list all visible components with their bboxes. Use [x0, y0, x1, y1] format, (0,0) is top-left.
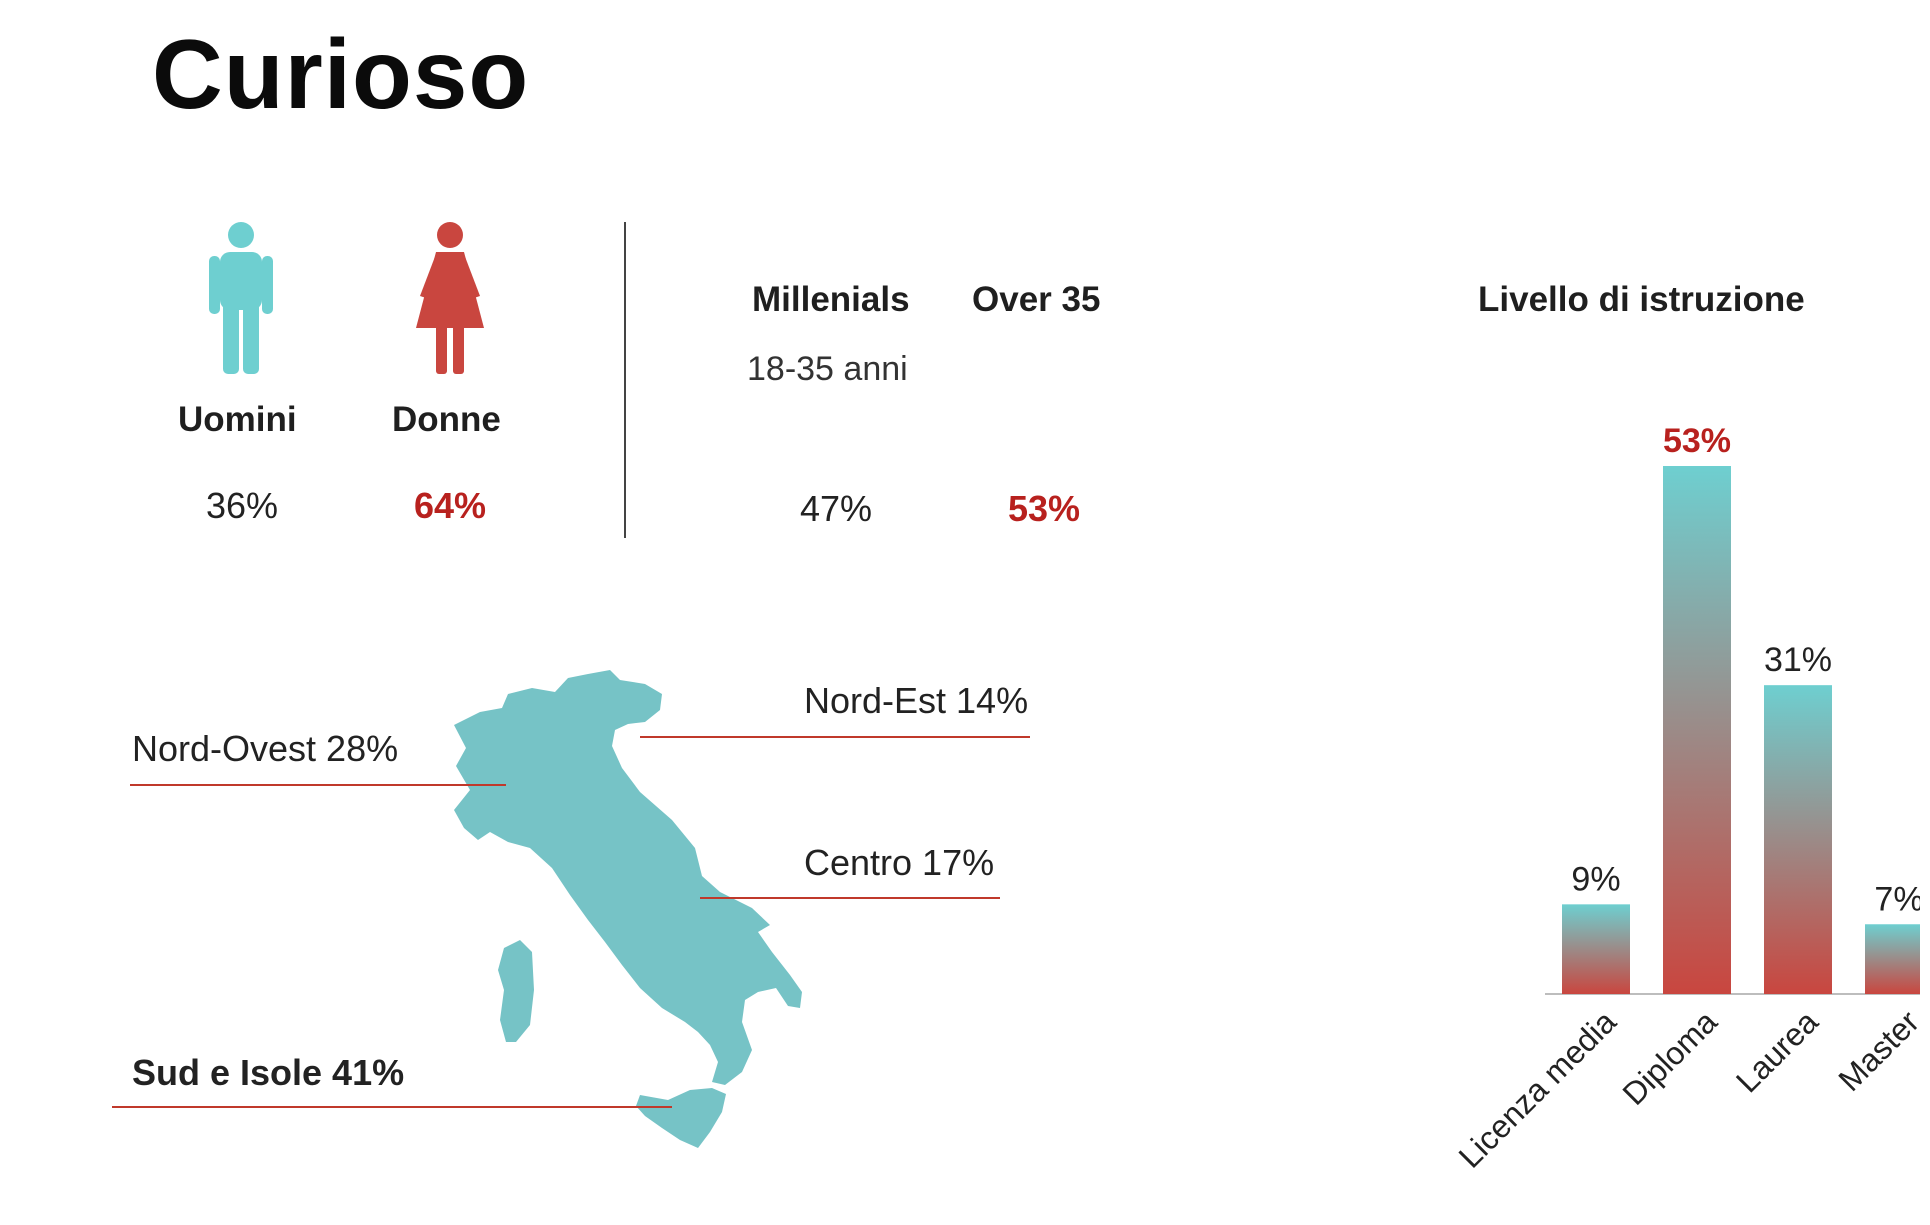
region-label-centro: Centro 17% — [804, 842, 995, 883]
bar-value-label: 7% — [1874, 880, 1920, 918]
region-underline-centro — [700, 897, 1000, 899]
millennials-age-range: 18-35 anni — [747, 350, 908, 388]
category-label: Laurea — [1729, 1003, 1825, 1099]
men-value: 36% — [206, 485, 279, 526]
region-label-nord-est: Nord-Est 14% — [804, 680, 1029, 721]
woman-icon — [412, 220, 488, 375]
women-label: Donne — [392, 400, 501, 439]
bar-value-label: 53% — [1663, 422, 1731, 460]
bar-licenza-media — [1562, 904, 1630, 994]
region-underline-nord-est — [640, 736, 1030, 738]
category-label: Licenza media — [1452, 1003, 1624, 1175]
category-label: Diploma — [1615, 1003, 1724, 1112]
section-divider — [624, 222, 626, 538]
region-label-nord-ovest: Nord-Ovest 28% — [132, 728, 399, 769]
over35-value: 53% — [1008, 488, 1081, 529]
bar-value-label: 31% — [1764, 641, 1832, 679]
man-icon — [206, 220, 276, 375]
category-label: Master — [1831, 1003, 1920, 1098]
region-underline-sud-isole — [112, 1106, 672, 1108]
bar-master — [1865, 924, 1930, 994]
region-underline-nord-ovest — [130, 784, 506, 786]
bar-laurea — [1764, 685, 1832, 994]
page-title: Curioso — [152, 19, 530, 129]
education-chart: 9% Licenza media 53% Diploma 31% Laurea 7% Mast… — [1400, 400, 1930, 1220]
millennials-value: 47% — [800, 488, 873, 529]
bar-diploma — [1663, 466, 1731, 994]
men-label: Uomini — [178, 400, 297, 439]
bar-value-label: 9% — [1571, 860, 1620, 898]
over35-label: Over 35 — [972, 280, 1101, 319]
italy-map — [440, 670, 890, 1210]
chart-title: Livello di istruzione — [1478, 280, 1805, 319]
women-value: 64% — [414, 485, 487, 526]
millennials-label: Millenials — [752, 280, 910, 319]
region-label-sud-isole: Sud e Isole 41% — [132, 1052, 405, 1093]
